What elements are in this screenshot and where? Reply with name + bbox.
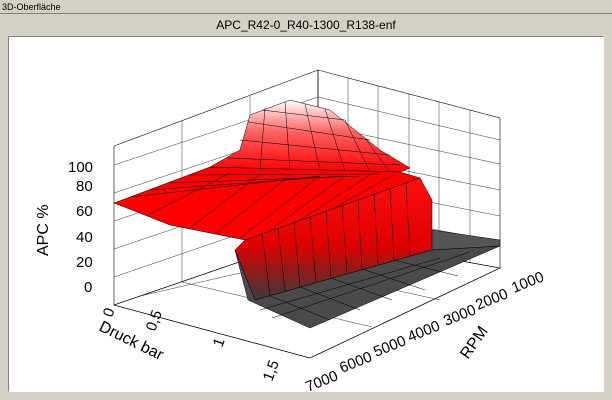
z-tick: 0 bbox=[84, 279, 92, 296]
z-tick: 40 bbox=[76, 229, 93, 246]
z-tick: 100 bbox=[68, 159, 93, 176]
y-tick: 6000 bbox=[337, 348, 374, 376]
x-tick: 0,5 bbox=[143, 308, 166, 333]
z-tick: 20 bbox=[76, 254, 93, 271]
y-tick: 1000 bbox=[509, 268, 546, 296]
box-front-edges bbox=[113, 267, 501, 359]
y-axis-label: RPM bbox=[457, 323, 491, 362]
x-tick: 1 bbox=[210, 336, 229, 350]
y-tick: 4000 bbox=[405, 317, 442, 345]
z-axis-ticks: 0 20 40 60 80 100 bbox=[68, 159, 93, 296]
z-tick: 60 bbox=[76, 203, 93, 220]
z-axis-label: APC % bbox=[35, 204, 52, 256]
y-tick: 3000 bbox=[441, 301, 478, 329]
x-tick: 0 bbox=[100, 306, 119, 320]
surface-mesh bbox=[113, 99, 501, 329]
y-tick: 2000 bbox=[473, 285, 510, 313]
x-tick: 1,5 bbox=[260, 358, 283, 383]
y-tick: 7000 bbox=[303, 367, 340, 395]
plot-title: APC_R42-0_R40-1300_R138-enf bbox=[216, 18, 396, 32]
z-tick: 80 bbox=[76, 178, 93, 195]
window-title: 3D-Oberfläche bbox=[0, 0, 612, 14]
y-tick: 5000 bbox=[371, 332, 408, 360]
window-border bbox=[608, 14, 612, 400]
